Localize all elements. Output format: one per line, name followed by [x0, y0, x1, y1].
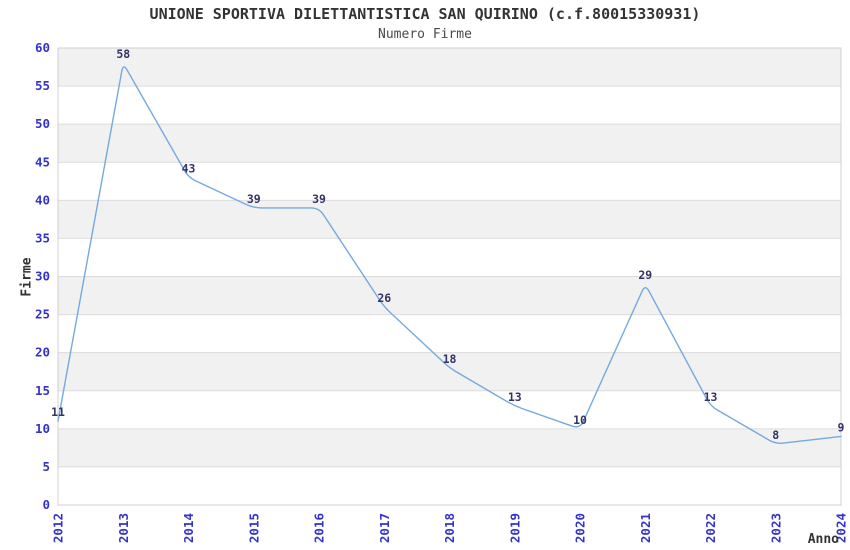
y-tick-label: 10	[35, 421, 50, 436]
plot-band	[58, 276, 841, 315]
y-tick-label: 20	[35, 345, 50, 360]
data-point-label: 26	[377, 291, 391, 305]
data-point-label: 39	[312, 192, 326, 206]
x-tick-label: 2019	[507, 513, 522, 543]
y-tick-label: 25	[35, 307, 50, 322]
y-axis-label: Firme	[19, 257, 35, 297]
y-tick-label: 5	[42, 459, 50, 474]
x-axis-label: Anno	[807, 532, 839, 547]
data-point-label: 13	[508, 390, 522, 404]
plot-band	[58, 124, 841, 163]
y-tick-label: 0	[42, 497, 50, 512]
plot-band	[58, 200, 841, 239]
data-point-label: 18	[443, 352, 457, 366]
x-tick-label: 2020	[573, 513, 588, 543]
x-tick-label: 2015	[246, 513, 261, 543]
data-point-label: 29	[638, 268, 652, 282]
chart-subtitle: Numero Firme	[378, 27, 472, 42]
data-point-label: 11	[51, 405, 65, 419]
x-tick-label: 2016	[312, 513, 327, 543]
plot-band	[58, 352, 841, 391]
x-tick-label: 2021	[638, 513, 653, 543]
x-tick-label: 2012	[51, 513, 66, 543]
data-point-label: 39	[247, 192, 261, 206]
y-tick-label: 15	[35, 383, 50, 398]
x-tick-label: 2017	[377, 513, 392, 543]
y-tick-label: 50	[35, 116, 50, 131]
data-series-line	[57, 66, 842, 444]
x-tick-label: 2013	[116, 513, 131, 543]
data-point-label: 10	[573, 413, 587, 427]
x-tick-label: 2022	[703, 513, 718, 543]
data-point-label: 58	[116, 47, 130, 61]
data-point-label: 8	[772, 428, 779, 442]
x-tick-label: 2018	[442, 513, 457, 543]
data-point-label: 43	[182, 161, 196, 175]
y-tick-label: 60	[35, 40, 50, 55]
y-tick-label: 45	[35, 154, 50, 169]
plot-band	[58, 428, 841, 467]
x-tick-label: 2024	[834, 513, 849, 543]
chart-title: UNIONE SPORTIVA DILETTANTISTICA SAN QUIR…	[149, 5, 701, 23]
y-tick-label: 40	[35, 192, 50, 207]
y-tick-label: 35	[35, 230, 50, 245]
plot-band	[58, 48, 841, 87]
plot-border	[57, 47, 842, 506]
y-tick-label: 30	[35, 269, 50, 284]
y-tick-label: 55	[35, 78, 50, 93]
x-tick-label: 2014	[181, 513, 196, 543]
data-point-label: 9	[838, 420, 845, 434]
data-point-label: 13	[704, 390, 718, 404]
x-tick-label: 2023	[768, 513, 783, 543]
